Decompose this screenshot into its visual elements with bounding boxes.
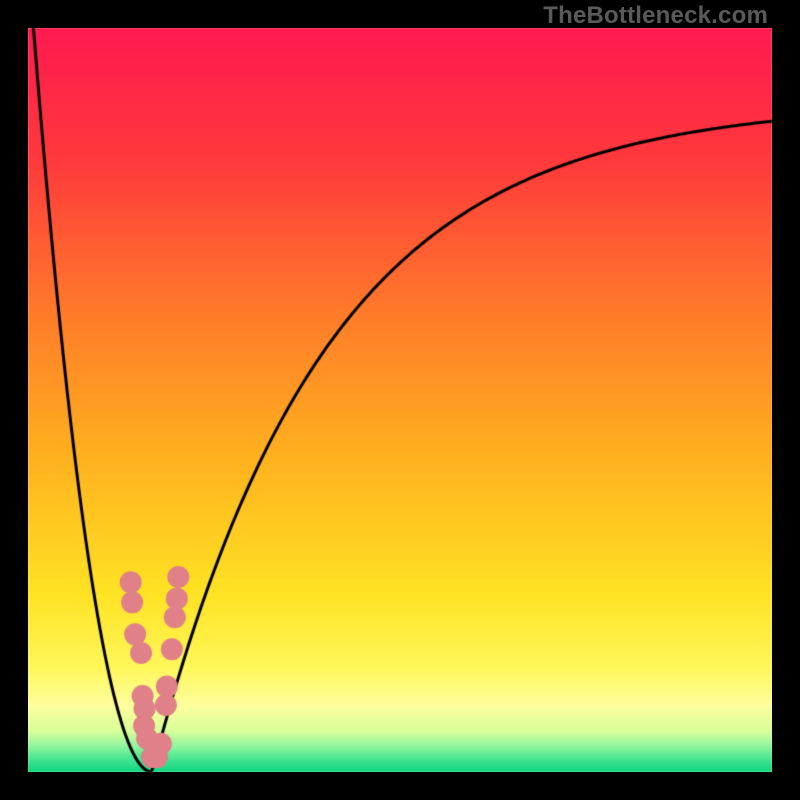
watermark-text: TheBottleneck.com: [543, 2, 768, 30]
bottleneck-chart: [0, 0, 800, 800]
